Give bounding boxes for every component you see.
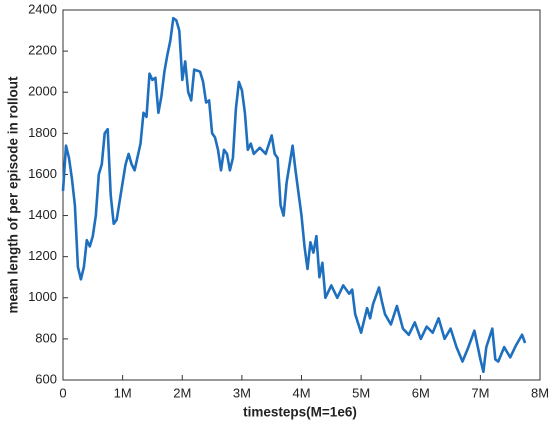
x-tick-label: 8M xyxy=(531,385,549,400)
x-tick-label: 7M xyxy=(471,385,489,400)
axes-box xyxy=(62,9,541,381)
x-tick-label: 4M xyxy=(292,385,310,400)
y-tick-label: 1600 xyxy=(28,166,57,181)
x-tick-label: 6M xyxy=(412,385,430,400)
y-tick-label: 2200 xyxy=(28,43,57,58)
x-tick-label: 0 xyxy=(59,385,66,400)
y-tick-label: 1800 xyxy=(28,125,57,140)
y-tick-label: 1000 xyxy=(28,289,57,304)
y-tick-label: 600 xyxy=(35,371,57,386)
y-axis-label: mean length of per episode in rollout xyxy=(6,76,21,314)
y-tick-label: 2000 xyxy=(28,84,57,99)
x-tick-label: 2M xyxy=(173,385,191,400)
line-series xyxy=(61,16,527,374)
x-tick-label: 3M xyxy=(233,385,251,400)
y-tick-label: 1200 xyxy=(28,248,57,263)
x-tick-label: 5M xyxy=(352,385,370,400)
x-tick-label: 1M xyxy=(114,385,132,400)
y-tick-label: 1400 xyxy=(28,207,57,222)
x-axis-label: timesteps(M=1e6) xyxy=(243,405,357,420)
y-tick-label: 2400 xyxy=(28,1,57,16)
y-tick-label: 800 xyxy=(35,330,57,345)
